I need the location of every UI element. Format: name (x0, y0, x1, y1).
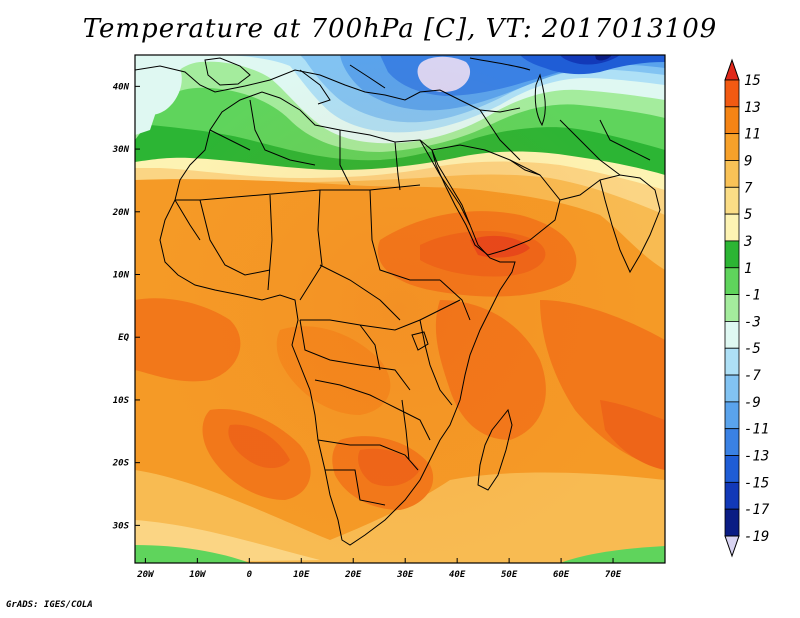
colorbar-bottom-arrow (724, 535, 740, 558)
colorbar-label: -3 (744, 314, 761, 330)
colorbar-label: 1 (744, 261, 752, 277)
colorbar-label: 11 (744, 127, 761, 143)
colorbar-label: 15 (744, 73, 761, 89)
colorbar-swatch (724, 213, 740, 242)
colorbar-swatch (724, 428, 740, 456)
colorbar-label: 7 (744, 180, 753, 196)
colorbar-label: 3 (743, 234, 752, 250)
colorbar-label: 5 (744, 207, 752, 223)
temperature-field (135, 55, 665, 563)
lon-tick-label: 30E (396, 570, 414, 580)
lat-tick-label: 20N (112, 208, 130, 218)
lon-tick-label: 40E (449, 570, 466, 580)
colorbar-swatch (724, 133, 740, 161)
colorbar-top-arrow (724, 58, 740, 81)
map-frame (134, 54, 666, 564)
longitude-axis: 20W 10W 0 10E 20E 30E 40E 50E 60E 70E (136, 558, 622, 580)
colorbar-swatch (724, 455, 740, 483)
colorbar-swatch (724, 267, 740, 295)
colorbar-swatch (724, 106, 740, 135)
colorbar-label: -9 (744, 395, 761, 411)
colorbar-label: -17 (744, 502, 770, 518)
colorbar-legend: 15 13 11 9 7 5 3 1 -1 -3 -5 -7 -9 -11 -13 -15 -17 -19 (724, 58, 770, 558)
colorbar-label: -15 (744, 475, 769, 491)
lat-tick-label: 20S (112, 459, 130, 469)
colorbar-swatch (724, 240, 740, 269)
colorbar-swatch (724, 401, 740, 430)
lat-tick-label: 10S (113, 396, 130, 406)
lon-tick-label: 10E (293, 570, 310, 580)
colorbar-label: -19 (744, 529, 769, 545)
colorbar-swatch (724, 321, 740, 349)
lon-tick-label: 70E (605, 570, 622, 580)
map-title: Temperature at 700hPa [C], VT: 201701310… (82, 14, 718, 44)
colorbar-swatch (724, 508, 740, 537)
lon-tick-label: 0 (247, 570, 253, 580)
lon-tick-label: 50E (501, 570, 518, 580)
colorbar-label: -7 (744, 368, 761, 384)
colorbar-label: -13 (744, 449, 769, 465)
colorbar-label: -1 (744, 288, 761, 304)
grads-credit: GrADS: IGES/COLA (6, 600, 93, 610)
coastlines-and-borders (135, 57, 661, 546)
lon-tick-label: 20W (136, 570, 155, 580)
colorbar-swatch (724, 186, 740, 215)
colorbar-swatch (724, 79, 740, 108)
lat-tick-label: 30S (112, 521, 130, 531)
latitude-axis: 40N 30N 20N 10N EQ 10S 20S 30S (112, 82, 140, 531)
colorbar-label: -11 (744, 422, 769, 438)
colorbar-swatch (724, 481, 740, 510)
colorbar-swatch (724, 347, 740, 376)
lat-tick-label: 40N (113, 82, 130, 92)
lon-tick-label: 20E (344, 570, 362, 580)
lon-tick-label: 60E (553, 570, 570, 580)
lat-tick-label: EQ (118, 333, 129, 343)
colorbar-swatch (724, 294, 740, 322)
colorbar-swatch (724, 374, 740, 403)
lat-tick-label: 30N (112, 145, 130, 155)
lat-tick-label: 10N (113, 271, 130, 281)
colorbar-label: 9 (744, 153, 752, 169)
lon-tick-label: 10W (189, 570, 207, 580)
colorbar-label: 13 (744, 100, 761, 116)
colorbar-label: -5 (744, 341, 761, 357)
colorbar-swatch (724, 160, 740, 188)
